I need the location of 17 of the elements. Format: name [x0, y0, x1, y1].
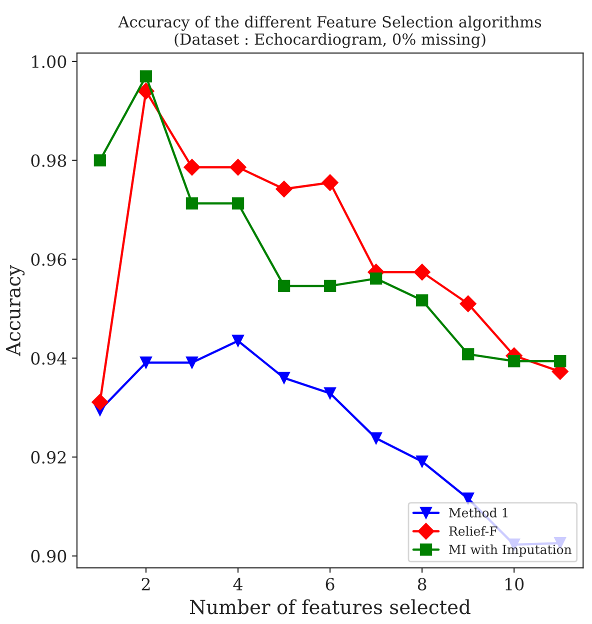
legend-label: MI with Imputation — [449, 544, 572, 557]
x-tick-label: 2 — [142, 578, 150, 590]
x-tick-label: 4 — [233, 578, 242, 590]
x-tick-label: 6 — [326, 578, 334, 590]
chart-title: Accuracy of the different Feature Selection algorithms (Dataset : Echocardiogram, 0% missing) — [118, 16, 542, 48]
legend-label: Relief-F — [449, 526, 498, 536]
x-axis-title: Number of features selected — [190, 599, 470, 614]
y-axis-title: Accuracy — [6, 264, 25, 356]
y-tick-label: 1.00 — [32, 55, 66, 68]
legend-label: Method 1 — [449, 508, 508, 518]
y-tick-label: 0.94 — [31, 352, 66, 365]
y-tick-label: 0.98 — [31, 154, 66, 167]
y-tick-label: 0.90 — [31, 550, 66, 563]
y-tick-label: 0.96 — [31, 253, 66, 266]
x-tick-label: 10 — [506, 578, 524, 590]
y-tick-label: 0.92 — [31, 451, 66, 464]
x-tick-label: 8 — [418, 578, 426, 590]
